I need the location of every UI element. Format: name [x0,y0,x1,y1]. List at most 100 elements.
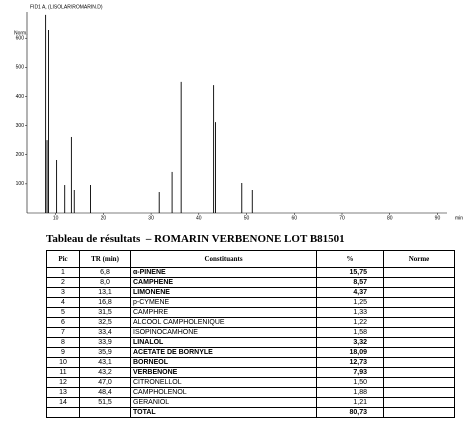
table-cell: LIMONENE [130,287,317,298]
table-cell: 1,50 [316,377,384,388]
table-cell [46,407,80,418]
table-cell: p-CYMENE [130,297,317,308]
table-cell [383,377,455,388]
table-cell: 1,88 [316,387,384,398]
x-tick-label: 60 [291,215,297,221]
table-row: 11 43,2 VERBENONE 7,93 [46,367,455,378]
x-tick-label: 70 [339,215,345,221]
table-cell: 15,75 [316,267,384,278]
table-cell: 51,5 [79,397,131,408]
table-cell: CITRONELLOL [130,377,317,388]
table-cell [383,407,455,418]
chart-title: FID1 A, (LISOLAR\ROMARIN.D) [30,4,103,10]
table-cell: 18,09 [316,347,384,358]
y-tick-label: 500 [16,65,25,71]
y-tick-label: 600 [16,36,25,42]
table-cell: GERANIOL [130,397,317,408]
table-row: 13 48,4 CAMPHOLENOL 1,88 [46,387,455,398]
results-table: Pic TR (min) Constituants% Norme 1 6,8 α-PINEN… [46,250,455,418]
column-header: TR (min) [79,250,131,268]
table-cell: 43,2 [79,367,131,378]
x-tick-label: 10 [53,215,59,221]
table-cell: ACETATE DE BORNYLE [130,347,317,358]
table-cell: 48,4 [79,387,131,398]
x-tick-label: 90 [435,215,441,221]
table-cell: 7 [46,327,80,338]
table-cell [383,327,455,338]
table-cell: 1,33 [316,307,384,318]
table-row: 7 33,4 ISOPINOCAMHONE 1,58 [46,327,455,338]
table-cell [383,367,455,378]
table-row: 12 47,0 CITRONELLOL 1,50 [46,377,455,388]
table-cell: BORNEOL [130,357,317,368]
table-row: 8 33,9 LINALOL 3,32 [46,337,455,348]
table-cell: 16,8 [79,297,131,308]
table-row: 3 13,1 LIMONENE 4,37 [46,287,455,298]
y-tick-label: 300 [16,123,25,129]
table-cell: 1,22 [316,317,384,328]
table-cell: CAMPHRE [130,307,317,318]
table-row: 9 35,9 ACETATE DE BORNYLE 18,09 [46,347,455,358]
table-cell [383,267,455,278]
table-cell: 8 [46,337,80,348]
column-header: Pic [46,250,80,268]
table-cell: 1 [46,267,80,278]
x-tick-label: 40 [196,215,202,221]
table-row: TOTAL 80,73 [46,407,455,418]
column-header: Norme [383,250,455,268]
header-row: Pic TR (min) Constituants% Norme [46,250,455,268]
table-cell: 14 [46,397,80,408]
x-tick-label: 30 [148,215,154,221]
x-axis-label: min [455,215,463,221]
table-cell: 8,0 [79,277,131,288]
table-cell: 1,21 [316,397,384,408]
table-cell: 47,0 [79,377,131,388]
table-cell: 6 [46,317,80,328]
table-row: 2 8,0 CAMPHENE 8,57 [46,277,455,288]
table-cell: 31,5 [79,307,131,318]
y-tick-label: 100 [16,181,25,187]
table-row: 5 31,5 CAMPHRE 1,33 [46,307,455,318]
chromatogram: FID1 A, (LISOLAR\ROMARIN.D) Norm. min 10… [14,4,463,221]
table-cell: 8,57 [316,277,384,288]
y-tick-label: 400 [16,94,25,100]
x-tick-label: 20 [101,215,107,221]
table-cell: 43,1 [79,357,131,368]
table-cell: 13 [46,387,80,398]
table-row: 10 43,1 BORNEOL 12,73 [46,357,455,368]
table-cell: 7,93 [316,367,384,378]
table-cell: 6,8 [79,267,131,278]
table-cell [383,277,455,288]
table-cell: 33,9 [79,337,131,348]
table-cell: 1,58 [316,327,384,338]
table-row: 6 32,5 ALCOOL CAMPHOLENIQUE 1,22 [46,317,455,328]
table-cell: 2 [46,277,80,288]
table-cell: 13,1 [79,287,131,298]
table-cell: 33,4 [79,327,131,338]
column-header: % [316,250,384,268]
table-cell [383,337,455,348]
table-cell: 4 [46,297,80,308]
table-cell: ALCOOL CAMPHOLENIQUE [130,317,317,328]
x-tick-label: 50 [244,215,250,221]
table-cell: α-PINENE [130,267,317,278]
table-cell: VERBENONE [130,367,317,378]
table-row: 4 16,8 p-CYMENE 1,25 [46,297,455,308]
table-cell: 12 [46,377,80,388]
column-header: Constituants [130,250,317,268]
table-cell: CAMPHENE [130,277,317,288]
table-cell [383,307,455,318]
y-tick-label: 200 [16,152,25,158]
table-cell [383,287,455,298]
table-cell: 9 [46,347,80,358]
table-cell [383,317,455,328]
table-cell: 35,9 [79,347,131,358]
table-cell: 32,5 [79,317,131,328]
table-cell: 10 [46,357,80,368]
table-cell: 4,37 [316,287,384,298]
table-cell: 5 [46,307,80,318]
table-cell: CAMPHOLENOL [130,387,317,398]
y-axis-label: Norm. [14,30,28,36]
table-cell [383,347,455,358]
